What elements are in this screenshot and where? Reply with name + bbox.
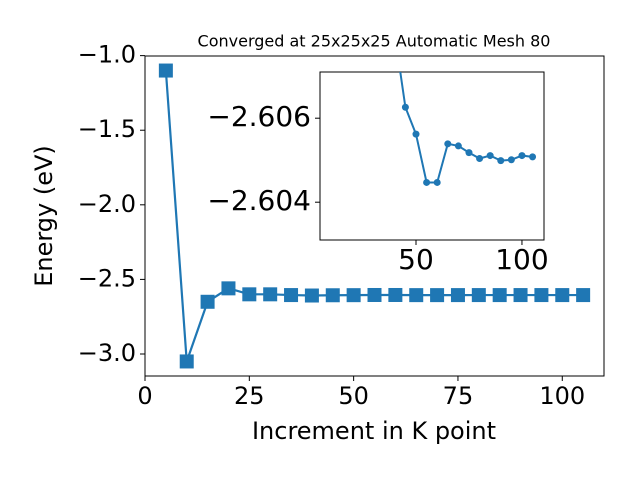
x-tick-label: 75 (443, 382, 474, 410)
marker (263, 287, 278, 302)
y-tick-label: −1.5 (78, 115, 136, 143)
marker (284, 288, 299, 303)
marker (534, 288, 549, 303)
y-tick-label: −2.604 (207, 184, 311, 217)
marker (367, 287, 382, 302)
marker (388, 287, 403, 302)
marker (576, 288, 591, 303)
y-tick-label: −3.0 (78, 339, 136, 367)
marker (221, 281, 236, 296)
marker (433, 178, 441, 186)
y-tick-label: −2.0 (78, 190, 136, 218)
marker (430, 288, 445, 303)
x-tick-label: 0 (137, 382, 152, 410)
marker (444, 140, 452, 148)
y-tick-label: −2.5 (78, 264, 136, 292)
marker (304, 288, 319, 303)
marker (471, 288, 486, 303)
y-tick-label: −2.606 (207, 100, 311, 133)
x-tick-label: 25 (234, 382, 265, 410)
x-axis-label: Increment in K point (252, 417, 496, 445)
marker (507, 156, 515, 164)
marker (200, 294, 215, 309)
plot-area (319, 71, 545, 241)
marker (465, 149, 473, 157)
marker (476, 155, 484, 163)
marker (412, 130, 420, 138)
marker (513, 288, 528, 303)
y-axis-label: Energy (eV) (30, 145, 58, 287)
series (399, 72, 537, 186)
marker (486, 152, 494, 160)
x-tick-label: 50 (398, 243, 434, 276)
marker (346, 288, 361, 303)
x-tick-label: 100 (495, 243, 548, 276)
marker (450, 288, 465, 303)
marker (179, 354, 194, 369)
y-tick-label: −1.0 (78, 41, 136, 69)
series (158, 63, 591, 369)
marker (409, 288, 424, 303)
marker (497, 157, 505, 165)
x-tick-label: 100 (539, 382, 585, 410)
marker (401, 103, 409, 111)
marker (242, 287, 257, 302)
x-tick-label: 50 (338, 382, 369, 410)
marker (454, 142, 462, 150)
marker (423, 178, 431, 186)
marker (492, 288, 507, 303)
marker (555, 288, 570, 303)
marker (518, 152, 526, 160)
chart-title: Converged at 25x25x25 Automatic Mesh 80 (198, 32, 551, 51)
marker (529, 153, 537, 161)
marker (325, 288, 340, 303)
marker (158, 63, 173, 78)
